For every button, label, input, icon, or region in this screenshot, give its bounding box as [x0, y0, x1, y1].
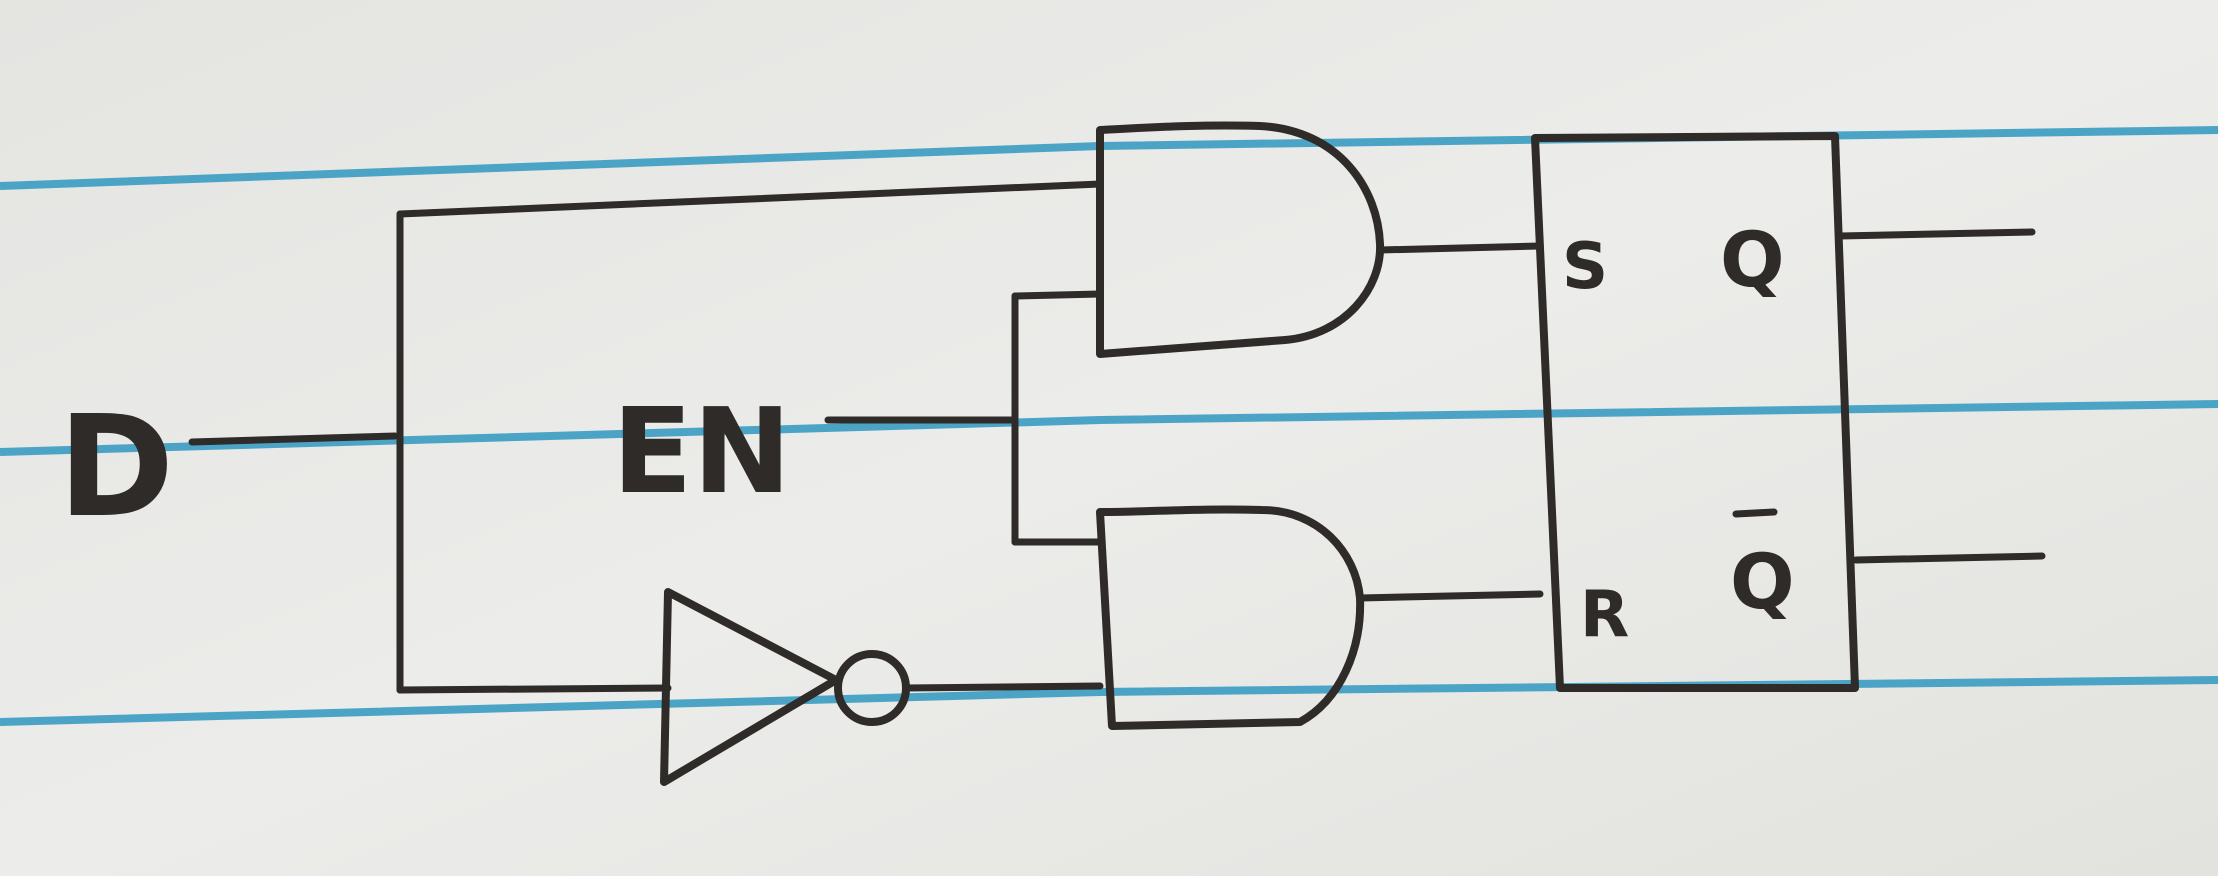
- and-gate-set: [1096, 121, 1385, 358]
- input-en-label: EN: [612, 382, 791, 520]
- sr-latch-box: [1531, 132, 1859, 692]
- q-bar-output-wire: [1852, 552, 2046, 564]
- not-to-lower-and-wire: [902, 682, 1104, 692]
- d-input-wire: [188, 432, 399, 446]
- en-to-upper-and-wire: [1011, 290, 1104, 300]
- not-gate: [660, 588, 840, 786]
- d-to-upper-and-wire: [396, 180, 1104, 218]
- and-reset-output-wire: [1356, 590, 1544, 602]
- and-set-output-wire: [1376, 242, 1544, 254]
- d-to-not-wire: [396, 684, 672, 694]
- latch-q-label: Q: [1720, 215, 1785, 304]
- latch-s-label: S: [1562, 230, 1608, 304]
- and-gate-reset: [1096, 505, 1365, 730]
- q-bar-overline: [1732, 508, 1778, 518]
- q-output-wire: [1836, 228, 2036, 240]
- latch-q-bar-label: Q: [1730, 537, 1795, 626]
- latch-r-label: R: [1580, 578, 1629, 652]
- input-d-label: D: [58, 386, 174, 549]
